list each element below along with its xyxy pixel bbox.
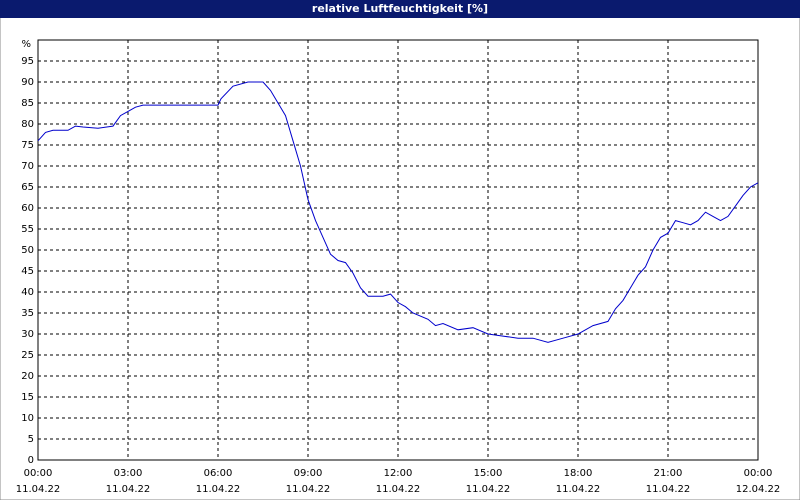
y-tick-label: 25 xyxy=(21,350,34,361)
y-tick-label: 95 xyxy=(21,56,34,67)
x-tick-date: 11.04.22 xyxy=(556,484,601,495)
x-tick-label: 03:00 xyxy=(114,468,143,479)
y-tick-label: 70 xyxy=(21,161,34,172)
x-tick-label: 21:00 xyxy=(654,468,683,479)
y-tick-label: 90 xyxy=(21,77,34,88)
y-tick-label: 30 xyxy=(21,329,34,340)
title-bar xyxy=(0,0,800,18)
x-tick-label: 09:00 xyxy=(294,468,323,479)
y-tick-label: 45 xyxy=(21,266,34,277)
y-tick-label: 55 xyxy=(21,224,34,235)
y-tick-label: 35 xyxy=(21,308,34,319)
x-tick-date: 11.04.22 xyxy=(196,484,241,495)
x-tick-date: 11.04.22 xyxy=(16,484,61,495)
x-tick-date: 11.04.22 xyxy=(646,484,691,495)
x-tick-date: 11.04.22 xyxy=(376,484,421,495)
y-tick-label: 5 xyxy=(28,434,34,445)
data-line xyxy=(37,81,759,343)
x-tick-label: 06:00 xyxy=(204,468,233,479)
y-tick-label: 40 xyxy=(21,287,34,298)
x-tick-date: 12.04.22 xyxy=(736,484,781,495)
y-tick-label: 75 xyxy=(21,140,34,151)
x-tick-date: 11.04.22 xyxy=(286,484,331,495)
chart-title: relative Luftfeuchtigkeit [%] xyxy=(312,2,488,15)
y-tick-label: 20 xyxy=(21,371,34,382)
plot-area xyxy=(37,39,759,461)
x-tick-label: 00:00 xyxy=(744,468,773,479)
x-tick-label: 15:00 xyxy=(474,468,503,479)
x-tick-date: 11.04.22 xyxy=(466,484,511,495)
y-tick-label: 85 xyxy=(21,98,34,109)
y-tick-label: 80 xyxy=(21,119,34,130)
y-tick-label: 10 xyxy=(21,413,34,424)
y-tick-label: 0 xyxy=(28,455,34,466)
y-axis-label: % xyxy=(21,39,31,50)
y-tick-label: 15 xyxy=(21,392,34,403)
y-tick-label: 65 xyxy=(21,182,34,193)
x-tick-date: 11.04.22 xyxy=(106,484,151,495)
x-tick-label: 18:00 xyxy=(564,468,593,479)
y-tick-label: 60 xyxy=(21,203,34,214)
y-tick-label: 50 xyxy=(21,245,34,256)
x-tick-label: 12:00 xyxy=(384,468,413,479)
x-tick-label: 00:00 xyxy=(24,468,53,479)
